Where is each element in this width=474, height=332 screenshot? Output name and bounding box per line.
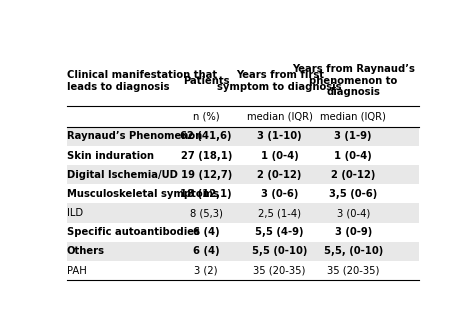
Text: 3,5 (0-6): 3,5 (0-6) — [329, 189, 377, 199]
Text: Digital Ischemia/UD: Digital Ischemia/UD — [66, 170, 177, 180]
Text: 3 (0-4): 3 (0-4) — [337, 208, 370, 218]
Text: 18 (12,1): 18 (12,1) — [181, 189, 232, 199]
Text: 2 (0-12): 2 (0-12) — [331, 170, 375, 180]
Text: 27 (18,1): 27 (18,1) — [181, 150, 232, 160]
Text: 5,5 (0-10): 5,5 (0-10) — [252, 246, 307, 256]
Text: Specific autoantibodies: Specific autoantibodies — [66, 227, 200, 237]
FancyBboxPatch shape — [66, 204, 419, 223]
FancyBboxPatch shape — [66, 165, 419, 184]
Text: 5,5, (0-10): 5,5, (0-10) — [324, 246, 383, 256]
Text: 1 (0-4): 1 (0-4) — [261, 150, 299, 160]
Text: 2 (0-12): 2 (0-12) — [257, 170, 302, 180]
Text: 3 (1-10): 3 (1-10) — [257, 131, 302, 141]
FancyBboxPatch shape — [66, 242, 419, 261]
Text: 6 (4): 6 (4) — [193, 246, 219, 256]
FancyBboxPatch shape — [66, 261, 419, 280]
Text: 3 (1-9): 3 (1-9) — [334, 131, 372, 141]
Text: 2,5 (1-4): 2,5 (1-4) — [258, 208, 301, 218]
Text: Patients: Patients — [183, 76, 229, 86]
Text: Others: Others — [66, 246, 105, 256]
Text: 3 (0-6): 3 (0-6) — [261, 189, 298, 199]
Text: 5,5 (4-9): 5,5 (4-9) — [255, 227, 304, 237]
Text: 6 (4): 6 (4) — [193, 227, 219, 237]
Text: Years from Raynaud’s
phenomenon to
diagnosis: Years from Raynaud’s phenomenon to diagn… — [292, 64, 415, 97]
FancyBboxPatch shape — [66, 146, 419, 165]
FancyBboxPatch shape — [66, 127, 419, 146]
Text: 19 (12,7): 19 (12,7) — [181, 170, 232, 180]
Text: n (%): n (%) — [193, 112, 219, 122]
Text: 35 (20-35): 35 (20-35) — [327, 266, 379, 276]
Text: Clinical manifestation that
leads to diagnosis: Clinical manifestation that leads to dia… — [66, 70, 217, 92]
Text: Years from first
symptom to diagnosis: Years from first symptom to diagnosis — [218, 70, 342, 92]
Text: 8 (5,3): 8 (5,3) — [190, 208, 223, 218]
Text: Musculoskeletal symptoms: Musculoskeletal symptoms — [66, 189, 219, 199]
Text: 3 (0-9): 3 (0-9) — [335, 227, 372, 237]
Text: 62 (41,6): 62 (41,6) — [181, 131, 232, 141]
Text: 1 (0-4): 1 (0-4) — [334, 150, 372, 160]
Text: 3 (2): 3 (2) — [194, 266, 218, 276]
Text: 35 (20-35): 35 (20-35) — [254, 266, 306, 276]
Text: median (IQR): median (IQR) — [247, 112, 312, 122]
Text: median (IQR): median (IQR) — [320, 112, 386, 122]
Text: ILD: ILD — [66, 208, 83, 218]
FancyBboxPatch shape — [66, 184, 419, 204]
Text: PAH: PAH — [66, 266, 86, 276]
Text: Skin induration: Skin induration — [66, 150, 154, 160]
FancyBboxPatch shape — [66, 223, 419, 242]
Text: Raynaud’s Phenomenon: Raynaud’s Phenomenon — [66, 131, 202, 141]
